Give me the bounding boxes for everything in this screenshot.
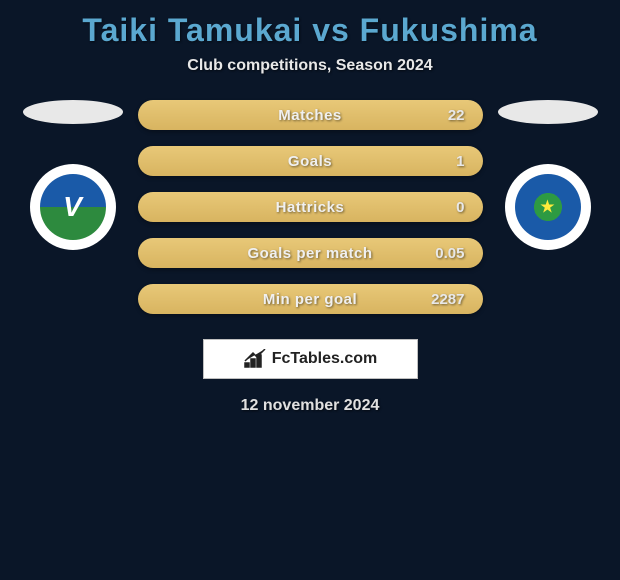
brand-text: FcTables.com [272, 350, 378, 368]
team-badge-right [505, 164, 591, 250]
team-logo-tochigi [515, 174, 581, 240]
stat-label: Goals per match [247, 245, 372, 262]
subtitle: Club competitions, Season 2024 [10, 57, 610, 100]
team-badge-left [30, 164, 116, 250]
footer: FcTables.com 12 november 2024 [10, 339, 610, 415]
fctables-badge: FcTables.com [203, 339, 418, 379]
stat-value: 2287 [431, 291, 464, 308]
main-content: Matches 22 Goals 1 Hattricks 0 Goals per… [10, 100, 610, 314]
stat-label: Goals [288, 153, 332, 170]
page-title: Taiki Tamukai vs Fukushima [10, 0, 610, 57]
stat-row-min-per-goal: Min per goal 2287 [138, 284, 483, 314]
stat-row-matches: Matches 22 [138, 100, 483, 130]
stats-column: Matches 22 Goals 1 Hattricks 0 Goals per… [138, 100, 483, 314]
stat-label: Min per goal [263, 291, 357, 308]
stat-value: 0.05 [435, 245, 464, 262]
stat-row-goals: Goals 1 [138, 146, 483, 176]
stat-value: 22 [448, 107, 465, 124]
stat-label: Hattricks [276, 199, 345, 216]
date-text: 12 november 2024 [241, 397, 380, 415]
stat-value: 1 [456, 153, 464, 170]
stat-row-goals-per-match: Goals per match 0.05 [138, 238, 483, 268]
stat-label: Matches [278, 107, 342, 124]
team-logo-vortis [40, 174, 106, 240]
stat-value: 0 [456, 199, 464, 216]
player-photo-placeholder-right [498, 100, 598, 124]
left-column [23, 100, 123, 250]
chart-icon [243, 349, 267, 369]
stat-row-hattricks: Hattricks 0 [138, 192, 483, 222]
right-column [498, 100, 598, 250]
player-photo-placeholder-left [23, 100, 123, 124]
